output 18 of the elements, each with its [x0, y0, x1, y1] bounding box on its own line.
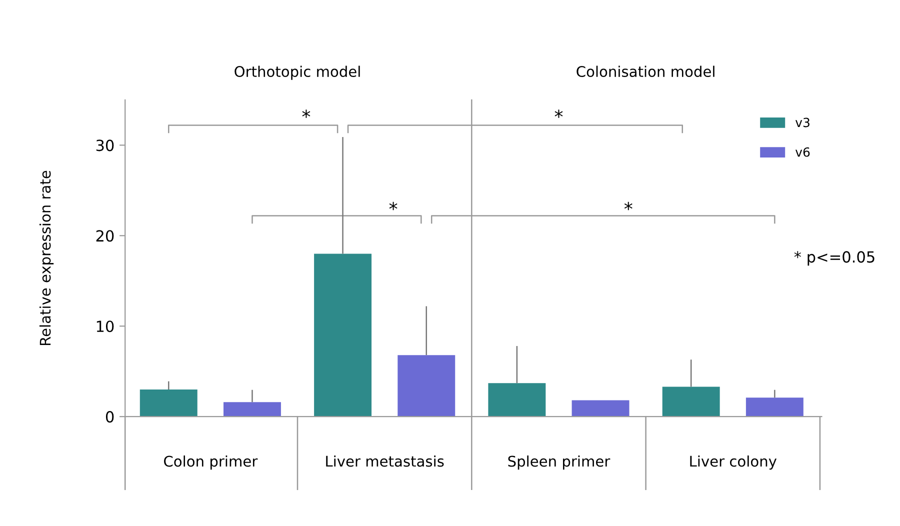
- y-tick-label: 10: [96, 320, 114, 332]
- y-tick-label: 20: [96, 230, 114, 242]
- y-axis-title: Relative expression rate: [39, 170, 54, 346]
- x-tick-label: Liver metastasis: [326, 455, 444, 467]
- legend-label: v6: [795, 147, 810, 157]
- y-tick-label: 0: [106, 411, 114, 423]
- annotation: *: [302, 110, 310, 118]
- y-tick-label: 30: [96, 140, 114, 152]
- x-tick-label: Spleen primer: [508, 455, 610, 470]
- x-tick-label: Liver colony: [690, 455, 777, 470]
- annotation: *: [554, 110, 563, 118]
- text: Colonisation model: [576, 66, 714, 78]
- legend-label: v3: [795, 118, 810, 128]
- annotation: *: [624, 202, 632, 210]
- annotation: * p<=0.05: [794, 251, 874, 266]
- text: Orthotopic model: [234, 66, 360, 80]
- x-tick-label: Colon primer: [164, 455, 258, 470]
- annotation: *: [389, 202, 398, 210]
